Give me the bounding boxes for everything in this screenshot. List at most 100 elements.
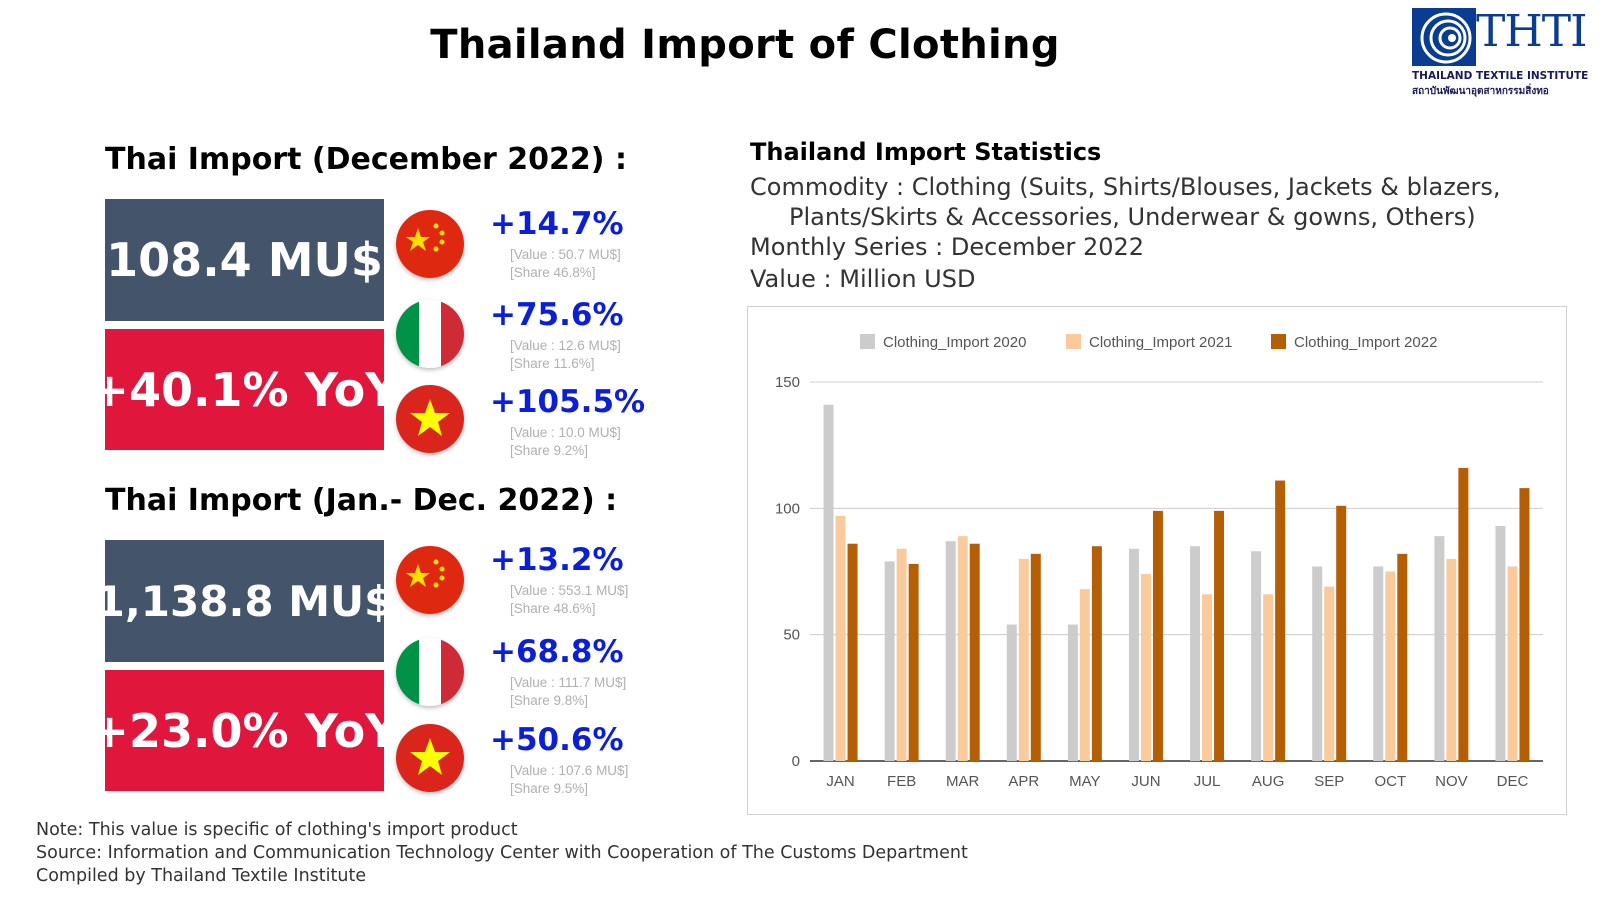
page-title: Thailand Import of Clothing — [430, 22, 1060, 68]
bar-mar-series-2 — [969, 543, 980, 761]
country-value: [Value : 12.6 MU$] — [510, 338, 621, 353]
italy-flag-icon — [396, 300, 464, 368]
legend-label: Clothing_Import 2020 — [883, 334, 1027, 351]
annual-value-box: 1,138.8 MU$ — [96, 540, 393, 662]
annual-heading: Thai Import (Jan.- Dec. 2022) : — [105, 483, 618, 518]
y-tick-label: 150 — [775, 374, 800, 391]
country-share: [Share 9.2%] — [510, 443, 589, 458]
chart-frame: Clothing_Import 2020 Clothing_Import 2021… — [747, 306, 1567, 815]
legend-swatch — [1271, 334, 1286, 349]
x-tick-label: NOV — [1435, 773, 1468, 790]
country-value: [Value : 107.6 MU$] — [510, 763, 629, 778]
x-tick-label: AUG — [1252, 773, 1285, 790]
x-tick-label: OCT — [1374, 773, 1406, 790]
legend-label: Clothing_Import 2021 — [1089, 334, 1233, 351]
country-value: [Value : 553.1 MU$] — [510, 583, 629, 598]
vietnam-flag-icon — [396, 385, 464, 453]
swirl-logo-icon — [1412, 8, 1476, 66]
bar-sep-series-2 — [1336, 505, 1347, 761]
x-tick-label: APR — [1008, 773, 1039, 790]
country-growth-pct: +50.6% — [490, 722, 624, 758]
legend-swatch — [1066, 334, 1081, 349]
vietnam-flag-icon — [396, 724, 464, 792]
bar-feb-series-1 — [896, 548, 907, 761]
bar-jan-series-0 — [823, 404, 834, 761]
country-growth-pct: +14.7% — [490, 206, 624, 242]
bar-apr-series-0 — [1006, 624, 1017, 761]
x-tick-label: FEB — [887, 773, 916, 790]
x-tick-label: DEC — [1497, 773, 1529, 790]
bar-may-series-0 — [1067, 624, 1078, 761]
footer-note: Note: This value is specific of clothing… — [36, 820, 518, 840]
country-growth-pct: +68.8% — [490, 634, 624, 670]
monthly-heading: Thai Import (December 2022) : — [105, 142, 627, 177]
x-tick-label: JUL — [1194, 773, 1221, 790]
bar-sep-series-0 — [1312, 566, 1323, 761]
bar-dec-series-0 — [1495, 526, 1506, 761]
x-tick-label: MAY — [1069, 773, 1100, 790]
bar-jan-series-2 — [847, 543, 858, 761]
stats-commodity-line1: Commodity : Clothing (Suits, Shirts/Blou… — [750, 173, 1501, 201]
bar-mar-series-0 — [945, 541, 956, 761]
country-growth-pct: +75.6% — [490, 297, 624, 333]
country-share: [Share 46.8%] — [510, 265, 596, 280]
footer-source: Source: Information and Communication Te… — [36, 843, 968, 863]
bar-aug-series-2 — [1275, 480, 1286, 761]
china-flag-icon — [396, 546, 464, 614]
country-value: [Value : 10.0 MU$] — [510, 425, 621, 440]
bar-apr-series-1 — [1018, 558, 1029, 761]
monthly-value-box: 108.4 MU$ — [105, 199, 384, 321]
legend-label: Clothing_Import 2022 — [1294, 334, 1438, 351]
bar-nov-series-2 — [1458, 467, 1469, 761]
bar-jul-series-1 — [1202, 594, 1213, 761]
bar-may-series-2 — [1091, 546, 1102, 761]
bar-may-series-1 — [1079, 589, 1090, 761]
country-growth-pct: +105.5% — [490, 384, 646, 420]
bar-oct-series-1 — [1385, 571, 1396, 761]
bar-apr-series-2 — [1030, 553, 1041, 761]
stats-commodity-line2: Plants/Skirts & Accessories, Underwear &… — [789, 203, 1476, 231]
bar-dec-series-2 — [1519, 488, 1530, 761]
bar-sep-series-1 — [1324, 586, 1335, 761]
logo-text: THTI — [1476, 6, 1587, 57]
logo-subtitle-en: THAILAND TEXTILE INSTITUTE — [1412, 70, 1589, 82]
bar-oct-series-2 — [1397, 553, 1408, 761]
bar-jan-series-1 — [835, 515, 846, 761]
x-tick-label: MAR — [946, 773, 980, 790]
legend-swatch — [860, 334, 875, 349]
annual-yoy-box: +23.0% YoY — [90, 670, 399, 791]
bar-jun-series-2 — [1152, 510, 1163, 761]
y-tick-label: 100 — [775, 500, 800, 517]
stats-series: Monthly Series : December 2022 — [750, 233, 1145, 261]
bar-jun-series-1 — [1140, 574, 1151, 761]
y-tick-label: 0 — [792, 753, 800, 770]
legend-item: Clothing_Import 2021 — [1066, 334, 1232, 351]
x-tick-label: JUN — [1131, 773, 1160, 790]
bar-jul-series-2 — [1214, 510, 1225, 761]
bar-aug-series-0 — [1251, 551, 1262, 761]
x-tick-label: SEP — [1314, 773, 1344, 790]
bar-feb-series-0 — [884, 561, 895, 761]
italy-flag-icon — [396, 638, 464, 706]
china-flag-icon — [396, 210, 464, 278]
country-share: [Share 11.6%] — [510, 356, 595, 371]
bar-jun-series-0 — [1128, 548, 1139, 761]
country-share: [Share 9.8%] — [510, 693, 589, 708]
monthly-yoy-box: +40.1% YoY — [90, 329, 399, 450]
bar-chart: 0 50 100 150 JAN FEB MAR APR MAY JUN JUL AUG SEP OCT N… — [775, 374, 1543, 790]
y-tick-label: 50 — [783, 627, 800, 644]
logo-subtitle-th: สถาบันพัฒนาอุตสาหกรรมสิ่งทอ — [1412, 86, 1549, 97]
legend-item: Clothing_Import 2020 — [860, 334, 1026, 351]
country-value: [Value : 50.7 MU$] — [510, 247, 621, 262]
footer-compiled: Compiled by Thailand Textile Institute — [36, 866, 367, 886]
bar-feb-series-2 — [908, 563, 919, 761]
bar-dec-series-1 — [1507, 566, 1518, 761]
bar-aug-series-1 — [1263, 594, 1274, 761]
country-value: [Value : 111.7 MU$] — [510, 675, 627, 690]
stats-value-unit: Value : Million USD — [750, 265, 976, 293]
country-growth-pct: +13.2% — [490, 542, 624, 578]
bar-nov-series-1 — [1446, 558, 1457, 761]
x-tick-label: JAN — [826, 773, 854, 790]
thti-logo: THTI THAILAND TEXTILE INSTITUTE สถาบันพั… — [1412, 6, 1600, 100]
country-share: [Share 48.6%] — [510, 601, 596, 616]
